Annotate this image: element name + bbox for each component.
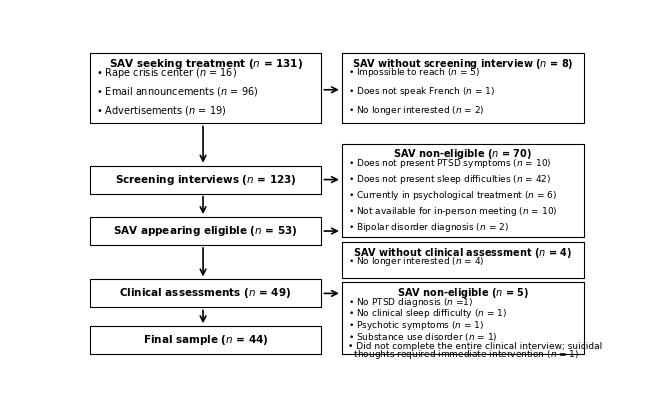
Text: Final sample ($\mathbf{\mathit{n}}$ = 44): Final sample ($\mathbf{\mathit{n}}$ = 44… (143, 333, 268, 347)
FancyBboxPatch shape (90, 217, 321, 245)
Text: • Does not speak French ($\it{n}$ = 1): • Does not speak French ($\it{n}$ = 1) (348, 85, 495, 98)
Text: SAV non-eligible ($\mathbf{\mathit{n}}$ = 70): SAV non-eligible ($\mathbf{\mathit{n}}$ … (394, 147, 532, 162)
Text: SAV appearing eligible ($\mathbf{\mathit{n}}$ = 53): SAV appearing eligible ($\mathbf{\mathit… (114, 224, 298, 238)
Text: • No longer interested ($\it{n}$ = 4): • No longer interested ($\it{n}$ = 4) (348, 255, 484, 268)
Text: • Bipolar disorder diagnosis ($\it{n}$ = 2): • Bipolar disorder diagnosis ($\it{n}$ =… (348, 221, 509, 234)
Text: • Currently in psychological treatment ($\it{n}$ = 6): • Currently in psychological treatment (… (348, 189, 557, 202)
Text: • Advertisements ($\it{n}$ = 19): • Advertisements ($\it{n}$ = 19) (96, 104, 226, 117)
Text: • Rape crisis center ($\it{n}$ = 16): • Rape crisis center ($\it{n}$ = 16) (96, 66, 237, 80)
Text: SAV non-eligible ($\mathbf{\mathit{n}}$ = 5): SAV non-eligible ($\mathbf{\mathit{n}}$ … (397, 286, 529, 300)
Text: SAV without clinical assessment ($\mathbf{\mathit{n}}$ = 4): SAV without clinical assessment ($\mathb… (353, 246, 572, 260)
FancyBboxPatch shape (90, 279, 321, 307)
Text: • Did not complete the entire clinical interview; suicidal: • Did not complete the entire clinical i… (348, 343, 602, 352)
FancyBboxPatch shape (342, 53, 583, 124)
Text: • No PTSD diagnosis ($\it{n}$ =1): • No PTSD diagnosis ($\it{n}$ =1) (348, 296, 473, 309)
FancyBboxPatch shape (342, 283, 583, 354)
Text: Clinical assessments ($\mathbf{\mathit{n}}$ = 49): Clinical assessments ($\mathbf{\mathit{n… (120, 286, 292, 301)
Text: • Impossible to reach ($\it{n}$ = 5): • Impossible to reach ($\it{n}$ = 5) (348, 66, 480, 79)
FancyBboxPatch shape (90, 326, 321, 354)
Text: • Psychotic symptoms ($\it{n}$ = 1): • Psychotic symptoms ($\it{n}$ = 1) (348, 319, 484, 332)
Text: SAV seeking treatment ($\mathbf{\mathit{n}}$ = 131): SAV seeking treatment ($\mathbf{\mathit{… (108, 57, 303, 71)
Text: • No longer interested ($\it{n}$ = 2): • No longer interested ($\it{n}$ = 2) (348, 104, 484, 117)
Text: • Does not present PTSD symptoms ($\it{n}$ = 10): • Does not present PTSD symptoms ($\it{n… (348, 157, 551, 170)
FancyBboxPatch shape (342, 144, 583, 237)
Text: • Substance use disorder ($\it{n}$ = 1): • Substance use disorder ($\it{n}$ = 1) (348, 331, 497, 343)
Text: • Not available for in-person meeting ($\it{n}$ = 10): • Not available for in-person meeting ($… (348, 205, 557, 218)
Text: • Does not present sleep difficulties ($\it{n}$ = 42): • Does not present sleep difficulties ($… (348, 173, 551, 186)
Text: thoughts required immediate intervention ($\it{n}$ = 1): thoughts required immediate intervention… (348, 348, 579, 361)
FancyBboxPatch shape (342, 242, 583, 278)
FancyBboxPatch shape (90, 166, 321, 194)
Text: SAV without screening interview ($\mathbf{\mathit{n}}$ = 8): SAV without screening interview ($\mathb… (352, 57, 574, 71)
Text: Screening interviews ($\mathbf{\mathit{n}}$ = 123): Screening interviews ($\mathbf{\mathit{n… (115, 173, 296, 187)
FancyBboxPatch shape (90, 53, 321, 124)
Text: • No clinical sleep difficulty ($\it{n}$ = 1): • No clinical sleep difficulty ($\it{n}$… (348, 307, 507, 320)
Text: • Email announcements ($\it{n}$ = 96): • Email announcements ($\it{n}$ = 96) (96, 85, 258, 98)
